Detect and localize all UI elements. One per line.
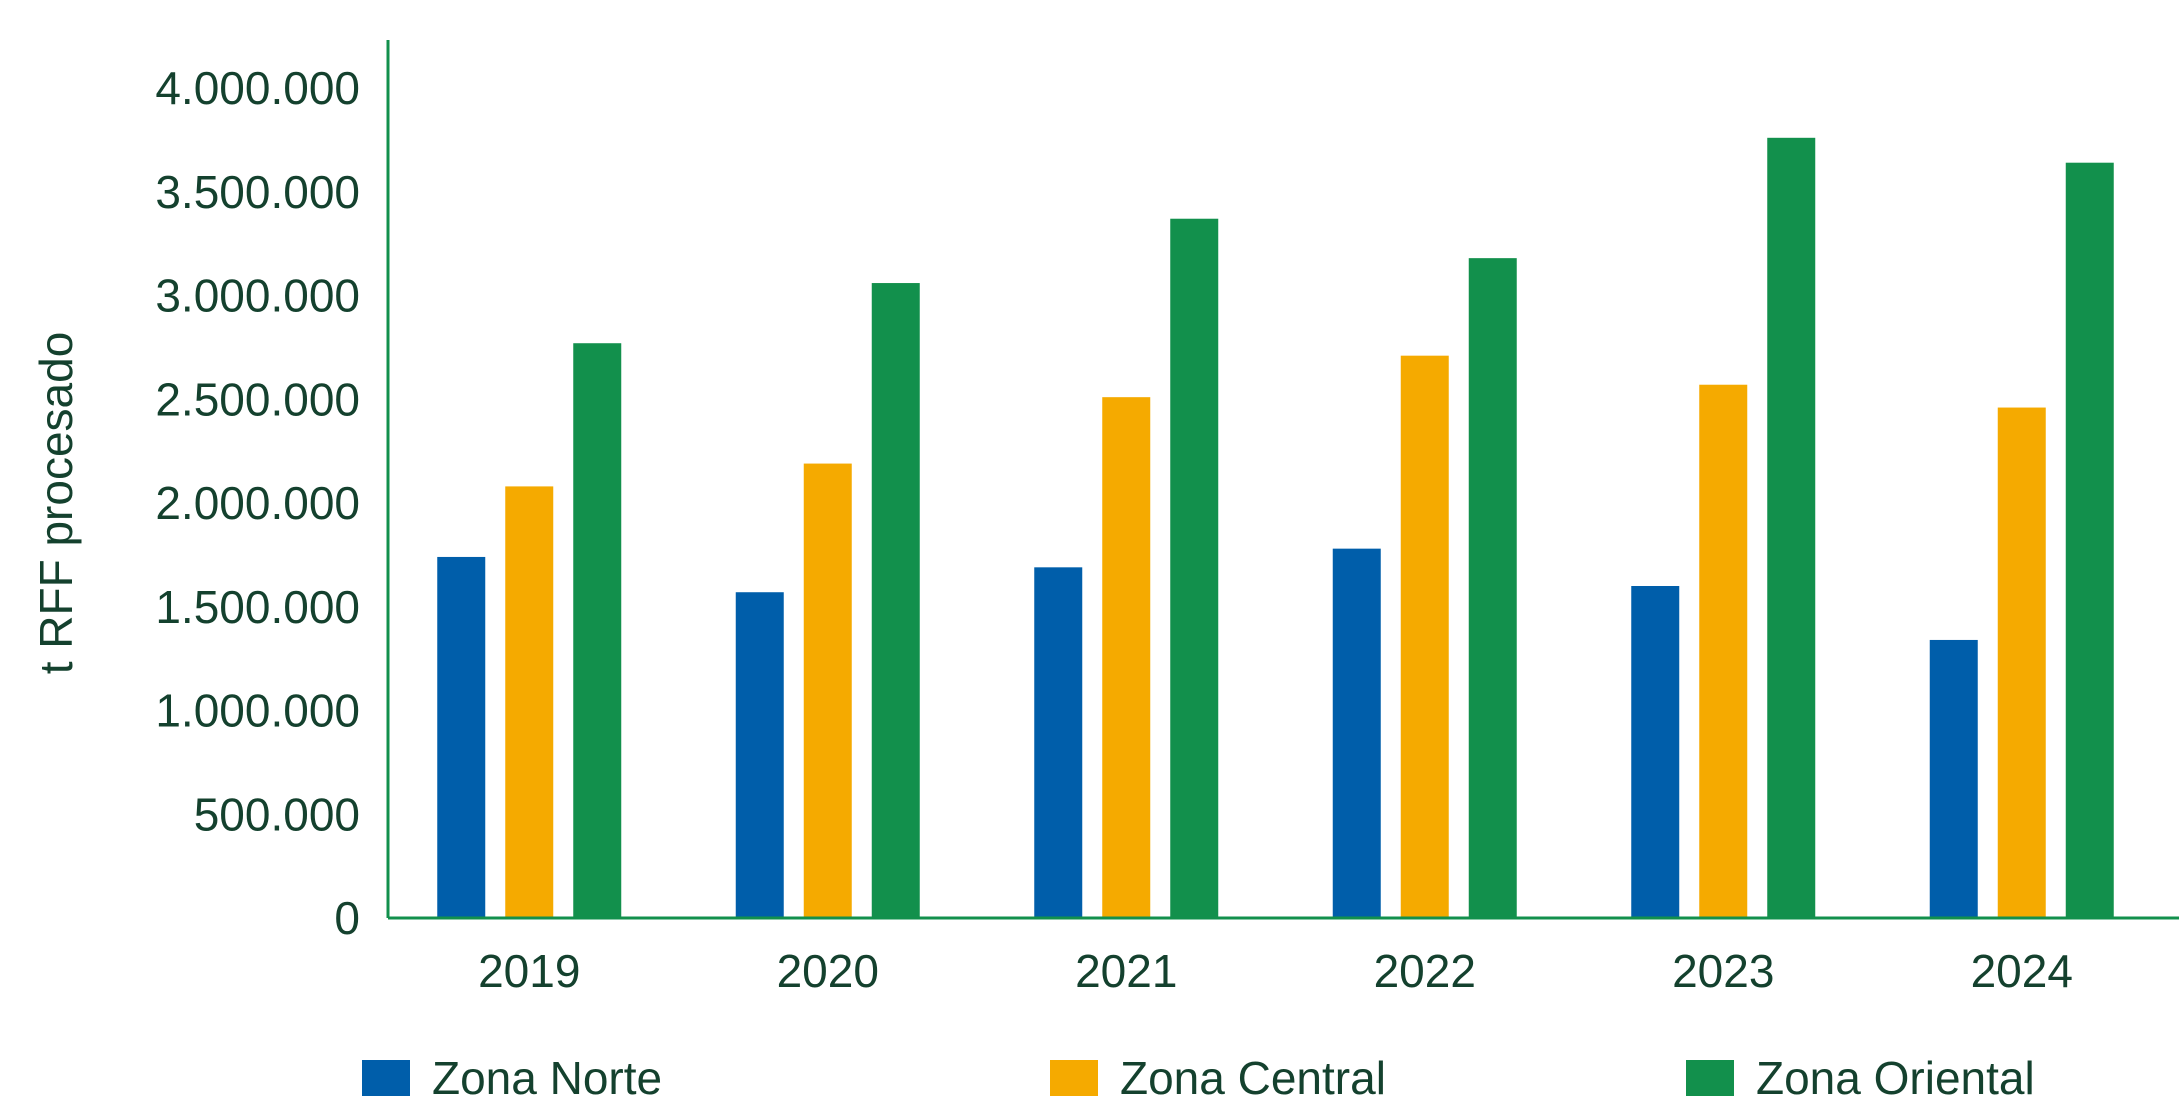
x-tick-label: 2020 xyxy=(777,945,879,997)
y-tick-label: 4.000.000 xyxy=(155,62,360,114)
y-axis-label: t RFF procesado xyxy=(30,332,82,675)
bar-zona-central-2024 xyxy=(1997,407,2046,918)
y-tick-label: 2.500.000 xyxy=(155,373,360,425)
legend: Zona Norte Zona Central Zona Oriental xyxy=(362,1052,2035,1098)
bar-zona-oriental-2021 xyxy=(1170,218,1219,919)
y-tick-label: 500.000 xyxy=(194,788,360,840)
bar-zona-norte-2019 xyxy=(437,556,486,918)
x-tick-label: 2024 xyxy=(1971,945,2073,997)
bar-zona-norte-2021 xyxy=(1034,567,1083,918)
bar-zona-oriental-2022 xyxy=(1468,258,1517,918)
legend-label: Zona Norte xyxy=(432,1052,662,1098)
x-tick-labels: 2019 2020 2021 2022 2023 2024 xyxy=(478,945,2073,997)
bar-zona-oriental-2023 xyxy=(1767,137,1816,919)
legend-label: Zona Central xyxy=(1120,1052,1386,1098)
bar-zona-central-2022 xyxy=(1400,355,1449,918)
bar-zona-norte-2024 xyxy=(1929,639,1978,918)
y-tick-label: 0 xyxy=(334,892,360,944)
bar-zona-oriental-2020 xyxy=(871,283,920,918)
legend-swatch xyxy=(1050,1060,1098,1096)
y-tick-label: 2.000.000 xyxy=(155,477,360,529)
legend-label: Zona Oriental xyxy=(1756,1052,2035,1098)
bar-zona-central-2023 xyxy=(1699,384,1748,919)
x-tick-label: 2021 xyxy=(1075,945,1177,997)
y-tick-label: 1.500.000 xyxy=(155,581,360,633)
legend-swatch xyxy=(362,1060,410,1096)
legend-swatch xyxy=(1686,1060,1734,1096)
y-tick-label: 3.500.000 xyxy=(155,166,360,218)
y-tick-label: 1.000.000 xyxy=(155,685,360,737)
bars-layer xyxy=(437,137,2114,919)
y-tick-labels: 0 500.000 1.000.000 1.500.000 2.000.000 2.500… xyxy=(155,62,360,944)
x-tick-label: 2022 xyxy=(1374,945,1476,997)
y-tick-label: 3.000.000 xyxy=(155,270,360,322)
bar-zona-oriental-2019 xyxy=(573,343,622,919)
x-tick-label: 2023 xyxy=(1672,945,1774,997)
bar-zona-norte-2022 xyxy=(1332,548,1381,918)
bar-zona-central-2020 xyxy=(803,463,852,918)
x-tick-label: 2019 xyxy=(478,945,580,997)
bar-zona-norte-2023 xyxy=(1631,586,1680,918)
bar-zona-oriental-2024 xyxy=(2065,162,2114,918)
bar-zona-central-2021 xyxy=(1102,397,1151,918)
bar-zona-central-2019 xyxy=(505,486,554,918)
bar-zona-norte-2020 xyxy=(735,592,784,918)
